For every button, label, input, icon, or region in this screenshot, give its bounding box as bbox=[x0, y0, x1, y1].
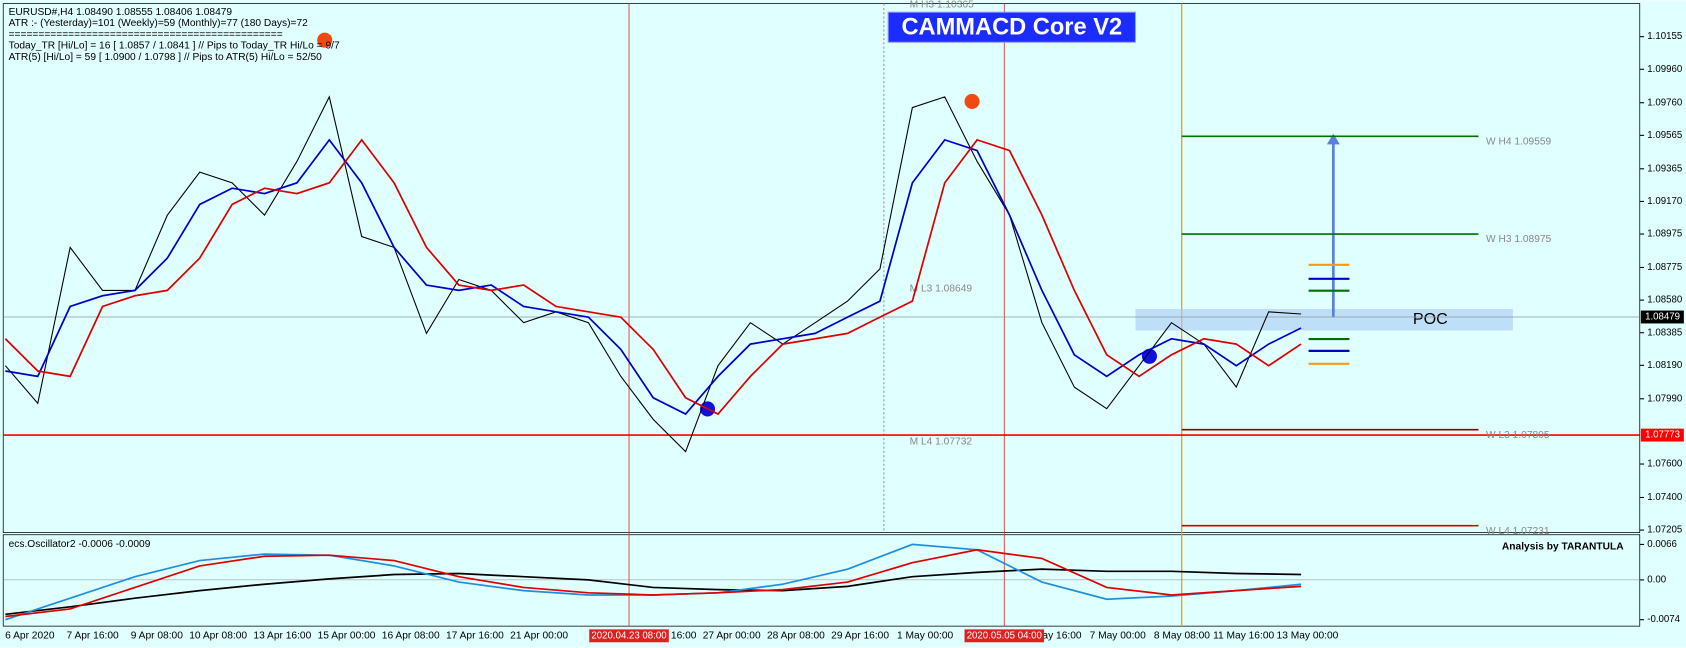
x-tick-label: 9 Apr 08:00 bbox=[131, 631, 184, 642]
series-line bbox=[4, 95, 1302, 453]
header-line: ATR(5) [Hi/Lo] = 59 [ 1.0900 / 1.0798 ] … bbox=[9, 52, 323, 63]
series-line bbox=[5, 568, 1302, 616]
x-tick-label: May 16:00 bbox=[1034, 631, 1082, 642]
y-tick-label: 1.08385 bbox=[1647, 327, 1682, 338]
monthly-level-label: M H3 1.10365 bbox=[910, 0, 974, 10]
monthly-level-label: M L3 1.08649 bbox=[910, 283, 973, 294]
level-ticks bbox=[1308, 263, 1350, 365]
oscillator-title: ecs.Oscillator2 -0.0006 -0.0009 bbox=[9, 539, 151, 550]
price-tag bbox=[1640, 428, 1684, 442]
series-line bbox=[5, 548, 1302, 618]
chart-title: CAMMACD Core V2 bbox=[901, 15, 1122, 41]
weekly-level-label: W L4 1.07231 bbox=[1486, 526, 1550, 537]
x-tick-label: 13 May 00:00 bbox=[1277, 631, 1339, 642]
signal-dot bbox=[317, 32, 333, 48]
x-tick-label: 29 Apr 16:00 bbox=[831, 631, 889, 642]
price-tag-label: 1.08479 bbox=[1645, 312, 1680, 323]
x-tick-label: 11 May 16:00 bbox=[1213, 631, 1274, 642]
y-tick-label: 1.08580 bbox=[1647, 295, 1682, 306]
x-tick-label: 21 Apr 00:00 bbox=[510, 631, 568, 642]
highlight-box bbox=[589, 629, 669, 643]
poc-label: POC bbox=[1413, 310, 1448, 328]
poc-zone bbox=[1135, 308, 1513, 331]
header-line: ATR :- (Yesterday)=101 (Weekly)=59 (Mont… bbox=[9, 18, 309, 29]
y-tick-label: 1.09565 bbox=[1647, 130, 1682, 141]
credit: Analysis by TARANTULA bbox=[1502, 541, 1624, 552]
weekly-level-label: W H3 1.08975 bbox=[1486, 234, 1552, 245]
highlight-label: 2020.05.05 04:00 bbox=[967, 630, 1042, 641]
x-tick-label: 13 Apr 16:00 bbox=[253, 631, 311, 642]
y-tick-label: 1.10155 bbox=[1647, 31, 1682, 42]
y-tick-label: 1.08775 bbox=[1647, 262, 1682, 273]
x-tick-label: 7 Apr 16:00 bbox=[67, 631, 120, 642]
highlight-box bbox=[964, 629, 1045, 643]
price-tag-label: 1.07773 bbox=[1645, 430, 1680, 441]
x-tick-label: 1 May 00:00 bbox=[897, 631, 953, 642]
highlight-label: 2020.04.23 08:00 bbox=[591, 630, 666, 641]
x-tick-label: 16:00 bbox=[671, 631, 697, 642]
y-tick-label: 0.00 bbox=[1647, 574, 1666, 585]
arrow-head bbox=[1326, 133, 1340, 145]
x-tick-label: 8 May 08:00 bbox=[1154, 631, 1210, 642]
x-tick-label: 28 Apr 08:00 bbox=[767, 631, 825, 642]
x-tick-label: 7 May 00:00 bbox=[1090, 631, 1146, 642]
main-panel bbox=[2, 3, 1641, 533]
x-tick-label: 10 Apr 08:00 bbox=[189, 631, 247, 642]
y-tick-label: 1.09365 bbox=[1647, 163, 1682, 174]
y-tick-label: 1.07600 bbox=[1647, 459, 1682, 470]
y-tick-label: 1.08190 bbox=[1647, 360, 1682, 371]
series-line bbox=[5, 138, 1302, 416]
y-tick-label: 1.08975 bbox=[1647, 229, 1682, 240]
y-tick-label: 1.07990 bbox=[1647, 393, 1682, 404]
title-box bbox=[887, 11, 1137, 43]
y-tick-label: 1.09760 bbox=[1647, 97, 1682, 108]
x-tick-label: 15 Apr 00:00 bbox=[318, 631, 376, 642]
x-tick-label: 16 Apr 08:00 bbox=[382, 631, 440, 642]
x-tick-label: 17 Apr 16:00 bbox=[446, 631, 504, 642]
weekly-level-label: W H4 1.09559 bbox=[1486, 136, 1552, 147]
monthly-level-label: M L4 1.07732 bbox=[910, 437, 973, 448]
y-tick-label: 1.09960 bbox=[1647, 64, 1682, 75]
header-line: ========================================… bbox=[9, 29, 283, 40]
signal-dot bbox=[964, 93, 980, 109]
header-line: Today_TR [Hi/Lo] = 16 [ 1.0857 / 1.0841 … bbox=[9, 41, 340, 52]
y-tick-label: 1.07400 bbox=[1647, 492, 1682, 503]
price-tag bbox=[1640, 310, 1684, 324]
series-line bbox=[4, 138, 1302, 416]
header-line: EURUSD#,H4 1.08490 1.08555 1.08406 1.084… bbox=[9, 7, 233, 18]
y-tick-label: 0.0066 bbox=[1647, 539, 1677, 550]
signal-dot bbox=[1141, 348, 1157, 364]
x-tick-label: 6 Apr 2020 bbox=[5, 631, 55, 642]
y-tick-label: 1.07205 bbox=[1647, 525, 1682, 536]
x-tick-label: 27 Apr 00:00 bbox=[703, 631, 761, 642]
weekly-level-label: W L3 1.07805 bbox=[1486, 430, 1550, 441]
y-tick-label: 1.09170 bbox=[1647, 196, 1682, 207]
y-tick-label: -0.0074 bbox=[1647, 614, 1680, 625]
